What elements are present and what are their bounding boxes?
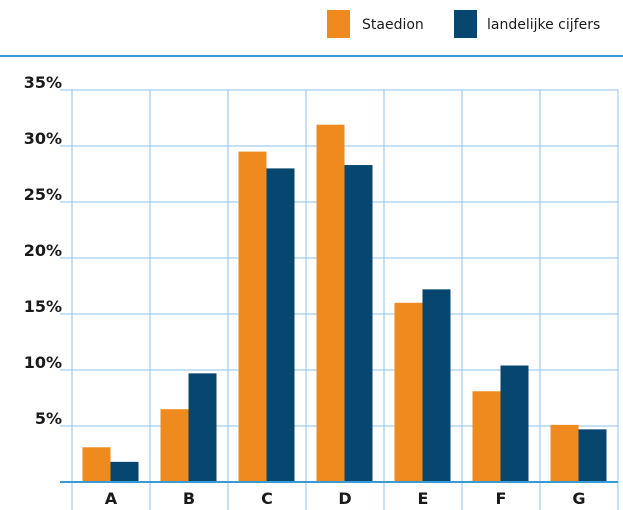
y-axis: 5% 10% 15% 20% 25% 30% 35%: [24, 73, 618, 483]
bar-e-series-2: [422, 289, 451, 482]
bars: [82, 124, 607, 483]
y-tick-label: 30%: [24, 129, 62, 148]
x-tick-label-d: D: [338, 489, 351, 508]
y-tick-label: 25%: [24, 185, 62, 204]
y-tick-label: 35%: [24, 73, 62, 92]
x-tick-label-e: E: [418, 489, 429, 508]
y-tick-label: 10%: [24, 353, 62, 372]
bar-g-series-1: [550, 424, 579, 482]
x-tick-label-g: G: [572, 489, 585, 508]
bar-f-series-2: [500, 365, 529, 482]
x-axis: A B C D E F G: [105, 489, 586, 508]
bar-b-series-2: [188, 373, 217, 482]
bar-c-series-1: [238, 151, 267, 482]
bar-b-series-1: [160, 409, 189, 482]
x-tick-label-c: C: [261, 489, 273, 508]
bar-c-series-2: [266, 168, 295, 482]
legend-label-staedion: Staedion: [362, 17, 424, 33]
bar-a-series-1: [82, 447, 111, 482]
legend: Staedion landelijke cijfers: [327, 10, 600, 38]
y-tick-label: 15%: [24, 297, 62, 316]
bar-g-series-2: [578, 429, 607, 482]
legend-label-landelijke-cijfers: landelijke cijfers: [487, 17, 600, 33]
legend-swatch-staedion: [327, 10, 350, 38]
bar-f-series-1: [472, 391, 501, 482]
y-tick-label: 5%: [35, 409, 62, 428]
x-tick-label-b: B: [183, 489, 195, 508]
bar-a-series-2: [110, 461, 139, 482]
x-tick-label-f: F: [496, 489, 507, 508]
legend-swatch-landelijke-cijfers: [454, 10, 477, 38]
x-tick-label-a: A: [105, 489, 118, 508]
bar-d-series-1: [316, 124, 345, 482]
bar-d-series-2: [344, 165, 373, 483]
y-tick-label: 20%: [24, 241, 62, 260]
bar-e-series-1: [394, 302, 423, 482]
